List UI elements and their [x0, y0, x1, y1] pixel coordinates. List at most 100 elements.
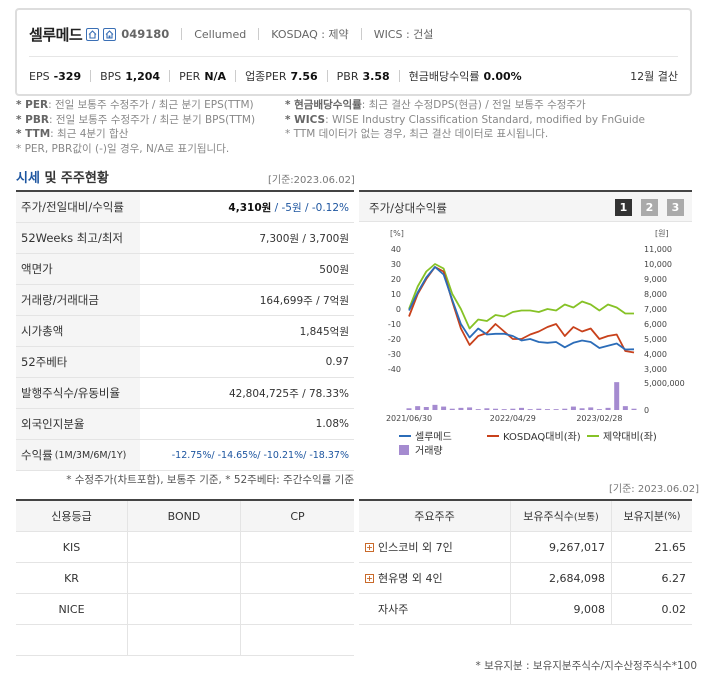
volume-bar — [631, 408, 637, 410]
row-value: 7,300원 / 3,700원 — [259, 232, 349, 245]
expand-icon[interactable]: + — [365, 573, 374, 583]
period-button-1[interactable]: 1 — [615, 199, 632, 216]
stock-code: 049180 — [121, 27, 170, 41]
credit-rating-table: 신용등급 BOND CP KIS KR NICE — [16, 499, 354, 656]
quote-table: 주가/전일대비/수익률 4,310원 / -5원 / -0.12% 52Week… — [16, 190, 354, 471]
home-icon[interactable] — [86, 27, 100, 41]
table-row: 시가총액 1,845억원 — [16, 316, 354, 347]
metric-value-per: N/A — [204, 69, 227, 83]
shares-held: 2,684,098 — [511, 563, 612, 593]
column-header: 보유지분 (%) — [623, 510, 681, 523]
row-label: 액면가 — [16, 254, 140, 284]
volume-bar — [493, 408, 499, 410]
bond-rating — [128, 594, 241, 624]
x-axis-tick: 2022/04/29 — [490, 414, 536, 423]
note-negative: * PER, PBR값이 (-)일 경우, N/A로 표기됩니다. — [16, 142, 230, 155]
divider — [398, 70, 400, 82]
metric-value-industry-per: 7.56 — [290, 69, 318, 83]
notes-left: * PER: 전일 보통주 수정주가 / 최근 분기 EPS(TTM) * PB… — [16, 98, 255, 156]
metric-value-eps: -329 — [53, 69, 82, 83]
english-name: Cellumed — [194, 27, 247, 41]
metric-value-dividend-yield: 0.00% — [483, 69, 522, 83]
volume-bar — [501, 409, 507, 410]
volume-bar — [588, 407, 594, 410]
table-row: + 인스코비 외 7인 9,267,017 21.65 — [359, 532, 692, 563]
chart-title: 주가/상대수익률 — [369, 201, 447, 215]
market-sector: KOSDAQ : 제약 — [271, 28, 349, 41]
section-title: 시세 및 주주현황 — [16, 171, 109, 186]
row-value: 1,845억원 — [299, 325, 349, 338]
volume-axis-tick: 0 — [644, 406, 649, 415]
column-header: 보유주식수 (보통) — [511, 501, 612, 531]
holder-name: 자사주 — [359, 594, 511, 624]
row-value: 1.08% — [315, 418, 349, 430]
volume-bar — [553, 409, 559, 410]
volume-bar — [458, 407, 464, 410]
right-axis-tick: 3,000 — [644, 365, 667, 374]
footnote-ownership: * 보유지분 : 보유지분주식수/지수산정주식수*100 — [475, 660, 697, 672]
metric-label-industry-per: 업종PER — [245, 70, 287, 83]
left-axis-tick: 20 — [391, 275, 401, 284]
volume-bar — [519, 407, 524, 410]
company-info-row: 셀루메드 049180 Cellumed KOSDAQ : 제약 WICS : … — [29, 24, 433, 44]
left-axis-tick: 40 — [391, 245, 401, 254]
volume-bar — [579, 408, 585, 410]
price-chart-panel: 주가/상대수익률 1 2 3 [%] [원] 40 30 20 10 0 -10 -20 -30-… — [359, 190, 692, 463]
rating-agency: NICE — [16, 594, 128, 624]
cp-rating — [241, 594, 354, 624]
base-date: [기준:2023.06.02] — [268, 175, 355, 186]
left-axis-tick: 0 — [396, 305, 401, 314]
note-ttm-missing: * TTM 데이터가 없는 경우, 최근 결산 데이터로 표시됩니다. — [285, 128, 549, 140]
right-axis-tick: 11,000 — [644, 245, 672, 254]
table-row: 자사주 9,008 0.02 — [359, 594, 692, 625]
base-date: [기준: 2023.06.02] — [609, 484, 700, 495]
row-value: 0.97 — [325, 356, 349, 368]
bond-rating — [128, 563, 241, 593]
ir-home-icon[interactable] — [103, 27, 117, 41]
column-header: BOND — [128, 501, 241, 531]
table-row: KIS — [16, 532, 354, 563]
series-line-stock-price — [408, 266, 635, 351]
legend-label: 거래량 — [415, 445, 443, 457]
fiscal-year-end: 12월 결산 — [630, 70, 678, 83]
volume-bar — [570, 406, 576, 410]
volume-bar — [467, 407, 473, 410]
table-row: 발행주식수/유동비율 42,804,725주 / 78.33% — [16, 378, 354, 409]
volume-axis-tick: 5,000,000 — [644, 379, 685, 388]
ownership-ratio: 21.65 — [654, 540, 687, 554]
right-axis-tick: 5,000 — [644, 335, 667, 344]
column-header: 신용등급 — [16, 501, 128, 531]
volume-bar — [562, 408, 568, 410]
right-axis-unit: [원] — [655, 229, 669, 238]
ownership-ratio: 6.27 — [661, 571, 687, 585]
divider — [326, 70, 328, 82]
volume-bar — [484, 408, 490, 410]
series-line-pharma-relative — [408, 263, 634, 330]
divider — [29, 56, 678, 57]
row-label: 시가총액 — [16, 316, 140, 346]
metric-label-per: PER — [179, 69, 201, 83]
rating-agency — [16, 625, 128, 655]
volume-bar — [423, 407, 429, 410]
note-ttm: * TTM: 최근 4분기 합산 — [16, 128, 129, 140]
row-label: 거래량/거래대금 — [16, 285, 140, 315]
notes-right: * 현금배당수익률: 최근 결산 수정DPS(현금) / 전일 보통주 수정주가… — [285, 98, 645, 142]
left-axis-tick: -40 — [388, 365, 401, 374]
left-axis-tick: -20 — [388, 335, 401, 344]
table-row: 액면가 500원 — [16, 254, 354, 285]
volume-bar — [527, 409, 533, 410]
table-row: 52주베타 0.97 — [16, 347, 354, 378]
period-button-2[interactable]: 2 — [641, 199, 658, 216]
row-label: 52Weeks 최고/최저 — [16, 223, 140, 253]
row-value: 4,310원 / -5원 / -0.12% — [228, 201, 349, 214]
row-label: 52주베타 — [16, 347, 140, 377]
major-shareholders-table: 주요주주 보유주식수 (보통) 보유지분 (%) + 인스코비 외 7인 9,267,… — [359, 499, 692, 625]
volume-bar — [544, 409, 550, 410]
row-value: -12.75%/ -14.65%/ -10.21%/ -18.37% — [171, 450, 349, 461]
volume-bar — [441, 406, 447, 410]
divider — [235, 70, 237, 82]
period-button-3[interactable]: 3 — [667, 199, 684, 216]
x-axis-tick: 2021/06/30 — [386, 414, 432, 423]
expand-icon[interactable]: + — [365, 542, 374, 552]
legend-label: 셀루메드 — [415, 431, 452, 443]
